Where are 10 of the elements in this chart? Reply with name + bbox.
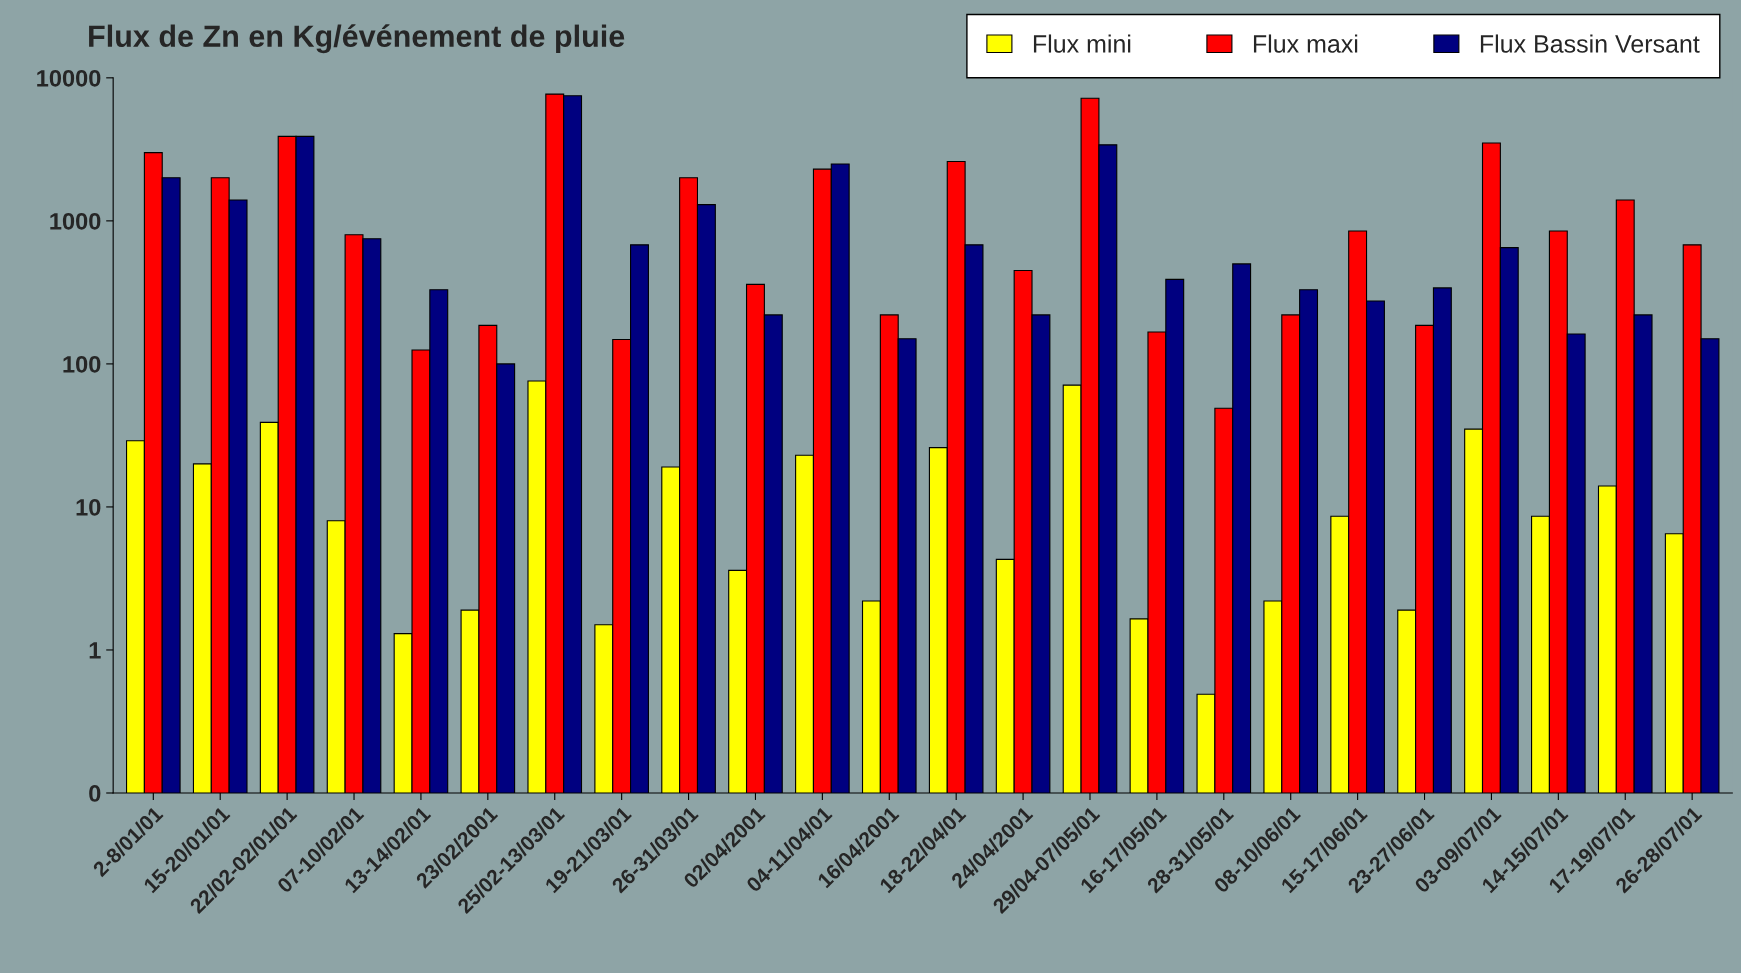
y-tick-label: 1 xyxy=(89,642,101,659)
legend-label: Flux maxi xyxy=(1253,34,1358,53)
y-tick-label: 100 xyxy=(63,355,101,373)
y-tick-label: 0 xyxy=(89,785,101,802)
legend-label: Flux mini xyxy=(1033,34,1131,53)
chart-title: Flux de Zn en Kg/événement de pluie xyxy=(89,24,625,54)
y-tick-label: 10 xyxy=(76,499,101,516)
y-tick-label: 10000 xyxy=(37,69,101,87)
y-tick-label: 1000 xyxy=(50,212,101,230)
legend-label: Flux Bassin Versant xyxy=(1480,34,1700,53)
